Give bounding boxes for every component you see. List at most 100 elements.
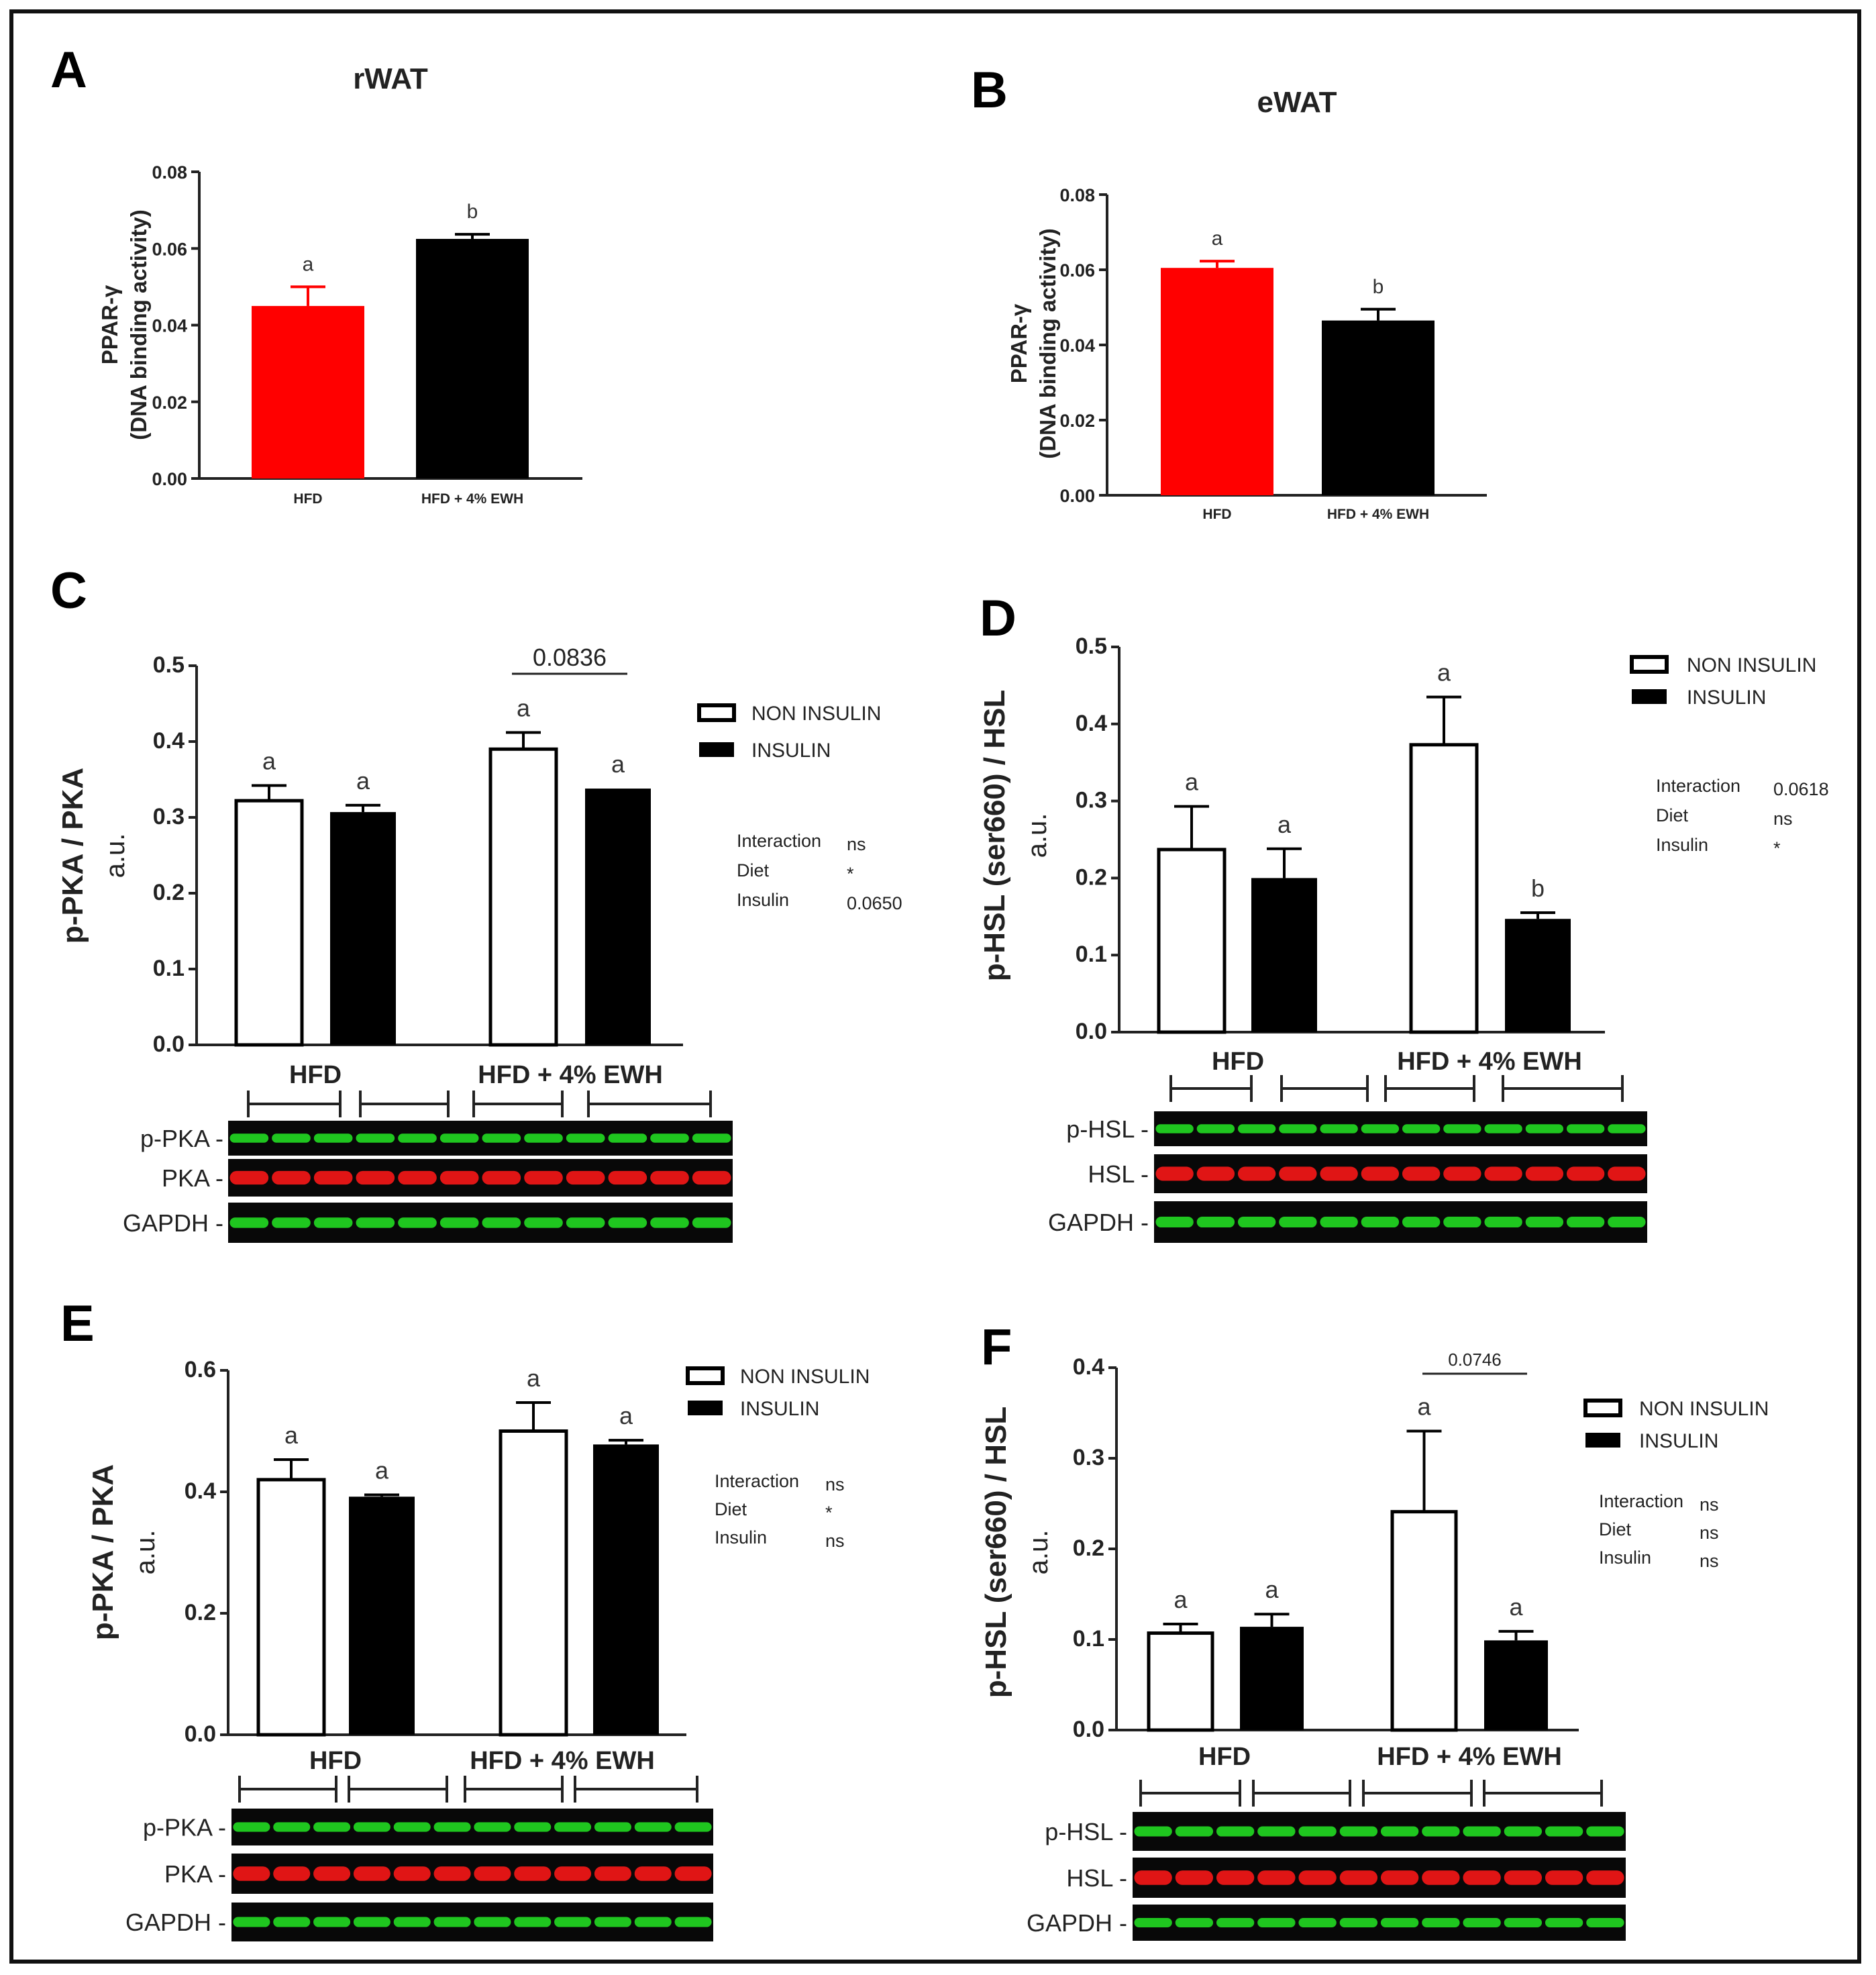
blot-band bbox=[1463, 1826, 1501, 1837]
y-axis-label: p-HSL (ser660) / HSL bbox=[980, 1407, 1012, 1698]
x-category-label: HFD bbox=[293, 491, 322, 507]
legend-label: INSULIN bbox=[740, 1398, 819, 1420]
blot-band bbox=[1279, 1124, 1317, 1133]
panel-C: C 0.0 0.1 0.2 0.3 0.4 0.5 p-PKA / PKA a.u. a a a a HF… bbox=[50, 562, 902, 1243]
stat-label: Insulin bbox=[1656, 835, 1708, 855]
blot-band bbox=[514, 1917, 552, 1927]
stat-label: Insulin bbox=[715, 1527, 767, 1548]
panel-E: E 0.0 0.2 0.4 0.6 p-PKA / PKA a.u. a a a a HFD HFD +… bbox=[60, 1295, 870, 1941]
blot-band bbox=[1525, 1166, 1564, 1181]
y-tick-label: 0.2 bbox=[1076, 864, 1107, 890]
bar bbox=[585, 789, 651, 1045]
y-axis-label-2: a.u. bbox=[1024, 1530, 1053, 1575]
blot-band bbox=[1257, 1917, 1296, 1928]
y-tick-label: 0.3 bbox=[153, 804, 185, 829]
blot-band bbox=[1298, 1826, 1337, 1837]
blot-band bbox=[1237, 1124, 1276, 1133]
bar bbox=[1251, 878, 1317, 1032]
significance-letter: a bbox=[527, 1364, 541, 1392]
bar bbox=[256, 1478, 326, 1737]
bar bbox=[1322, 320, 1435, 495]
blot-row-label: GAPDH - bbox=[1027, 1909, 1127, 1937]
blot-band bbox=[1279, 1216, 1317, 1228]
blot-band bbox=[634, 1822, 672, 1832]
bar bbox=[1157, 848, 1227, 1034]
blot-band bbox=[439, 1217, 479, 1228]
significance-letter: a bbox=[262, 748, 276, 775]
blot-band bbox=[1504, 1826, 1543, 1837]
blot-band bbox=[1257, 1826, 1296, 1837]
blot-band bbox=[1279, 1166, 1317, 1181]
blot-strip bbox=[1133, 1812, 1626, 1851]
blot-band bbox=[1402, 1166, 1441, 1181]
blot-band bbox=[482, 1217, 521, 1228]
y-tick-label: 0.0 bbox=[1076, 1019, 1107, 1044]
blot-band bbox=[1608, 1166, 1646, 1181]
blot-band bbox=[439, 1133, 479, 1143]
x-category-label: HFD bbox=[1202, 507, 1231, 522]
blot-band bbox=[1196, 1124, 1235, 1133]
legend-label: INSULIN bbox=[1687, 687, 1766, 709]
y-tick-label: 0.02 bbox=[152, 393, 187, 413]
y-tick-label: 0.04 bbox=[1059, 336, 1095, 356]
blot-band bbox=[1443, 1216, 1481, 1228]
blot-band bbox=[514, 1866, 552, 1881]
legend-swatch-non-insulin bbox=[1630, 655, 1669, 674]
blot-band bbox=[608, 1170, 647, 1185]
y-axis-label-2: a.u. bbox=[1023, 813, 1052, 858]
blot-band bbox=[1361, 1216, 1400, 1228]
blot-strip bbox=[1133, 1858, 1626, 1898]
stat-value: ns bbox=[1773, 809, 1793, 829]
bar bbox=[252, 305, 364, 478]
significance-letter: a bbox=[1265, 1576, 1279, 1603]
blot-band bbox=[1175, 1826, 1214, 1837]
y-tick-label: 0.1 bbox=[1073, 1626, 1104, 1652]
significance-letter: a bbox=[1437, 659, 1451, 687]
blot-band bbox=[1484, 1216, 1522, 1228]
y-tick-label: 0.02 bbox=[1059, 411, 1095, 431]
stat-value: ns bbox=[825, 1531, 845, 1551]
blot-band bbox=[594, 1822, 631, 1832]
panel-letter: D bbox=[980, 590, 1017, 647]
blot-band bbox=[1545, 1917, 1583, 1928]
panel-letter: E bbox=[60, 1295, 95, 1352]
blot-band bbox=[356, 1133, 395, 1143]
blot-band bbox=[393, 1917, 431, 1927]
panel-title: eWAT bbox=[1257, 86, 1337, 119]
panel-letter: F bbox=[981, 1319, 1012, 1376]
blot-band bbox=[353, 1917, 390, 1927]
blot-band bbox=[524, 1170, 563, 1185]
blot-band bbox=[1339, 1826, 1378, 1837]
blot-band bbox=[1422, 1826, 1460, 1837]
panel-letter: B bbox=[971, 62, 1008, 119]
blot-band bbox=[1196, 1166, 1235, 1181]
y-tick-label: 0.08 bbox=[1059, 185, 1095, 205]
blot-band bbox=[272, 1133, 311, 1143]
blot-band bbox=[1525, 1216, 1564, 1228]
blot-band bbox=[650, 1133, 689, 1143]
y-tick-label: 0.3 bbox=[1073, 1445, 1104, 1470]
y-tick-label: 0.6 bbox=[185, 1357, 216, 1382]
blot-band bbox=[1134, 1917, 1172, 1928]
bar bbox=[488, 747, 558, 1047]
blot-band bbox=[608, 1217, 647, 1228]
blot-band bbox=[674, 1866, 712, 1881]
significance-letter: a bbox=[611, 750, 625, 778]
blot-band bbox=[1361, 1124, 1400, 1133]
stat-value: * bbox=[825, 1503, 833, 1523]
legend-swatch-non-insulin bbox=[686, 1366, 725, 1385]
blot-row-label: p-PKA - bbox=[140, 1125, 223, 1152]
blot-band bbox=[273, 1822, 311, 1832]
blot-band bbox=[566, 1133, 605, 1143]
blot-band bbox=[1402, 1216, 1441, 1228]
stat-label: Diet bbox=[1599, 1519, 1632, 1539]
blot-band bbox=[1237, 1216, 1276, 1228]
blot-band bbox=[554, 1917, 592, 1927]
bar bbox=[1390, 1510, 1458, 1732]
blot-row-label: p-PKA - bbox=[143, 1814, 226, 1841]
blot-band bbox=[1155, 1216, 1194, 1228]
y-tick-label: 0.4 bbox=[1076, 711, 1107, 736]
